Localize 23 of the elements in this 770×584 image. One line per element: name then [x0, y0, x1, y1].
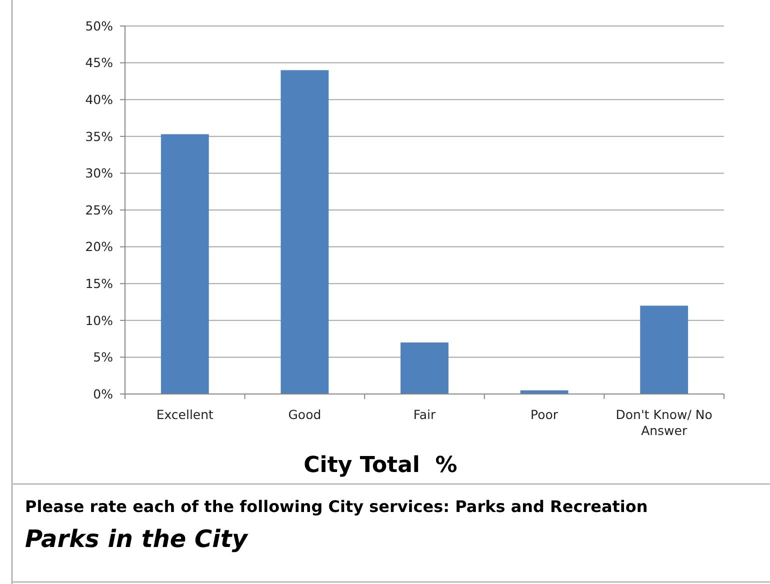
- y-tick-label: 15%: [85, 276, 114, 291]
- x-tick-label: Excellent: [156, 407, 214, 422]
- y-tick-label: 10%: [85, 312, 114, 328]
- y-tick-label: 35%: [85, 128, 114, 144]
- y-tick-label: 0%: [93, 386, 114, 402]
- text: Parks in the City: [25, 525, 249, 553]
- bar: [640, 306, 688, 394]
- y-tick-label: 50%: [85, 18, 114, 34]
- x-tick-label: Good: [288, 407, 322, 422]
- y-tick-label: 30%: [85, 166, 114, 181]
- y-tick-label: 25%: [85, 202, 114, 218]
- bar: [160, 134, 209, 394]
- bar: [280, 70, 329, 394]
- bar: [400, 342, 448, 394]
- y-tick-label: 40%: [85, 92, 114, 107]
- text: Please rate each of the following City services: Parks and Recreation: [25, 497, 648, 516]
- x-axis-title: City Total %: [304, 453, 458, 478]
- y-tick-label: 20%: [85, 239, 114, 254]
- x-tick-label: Fair: [413, 407, 437, 422]
- x-tick-label: Don't Know/ No Answer: [616, 407, 712, 438]
- y-tick-label: 45%: [85, 55, 114, 70]
- y-tick-label: 5%: [93, 350, 114, 365]
- x-tick-label: Poor: [530, 407, 559, 422]
